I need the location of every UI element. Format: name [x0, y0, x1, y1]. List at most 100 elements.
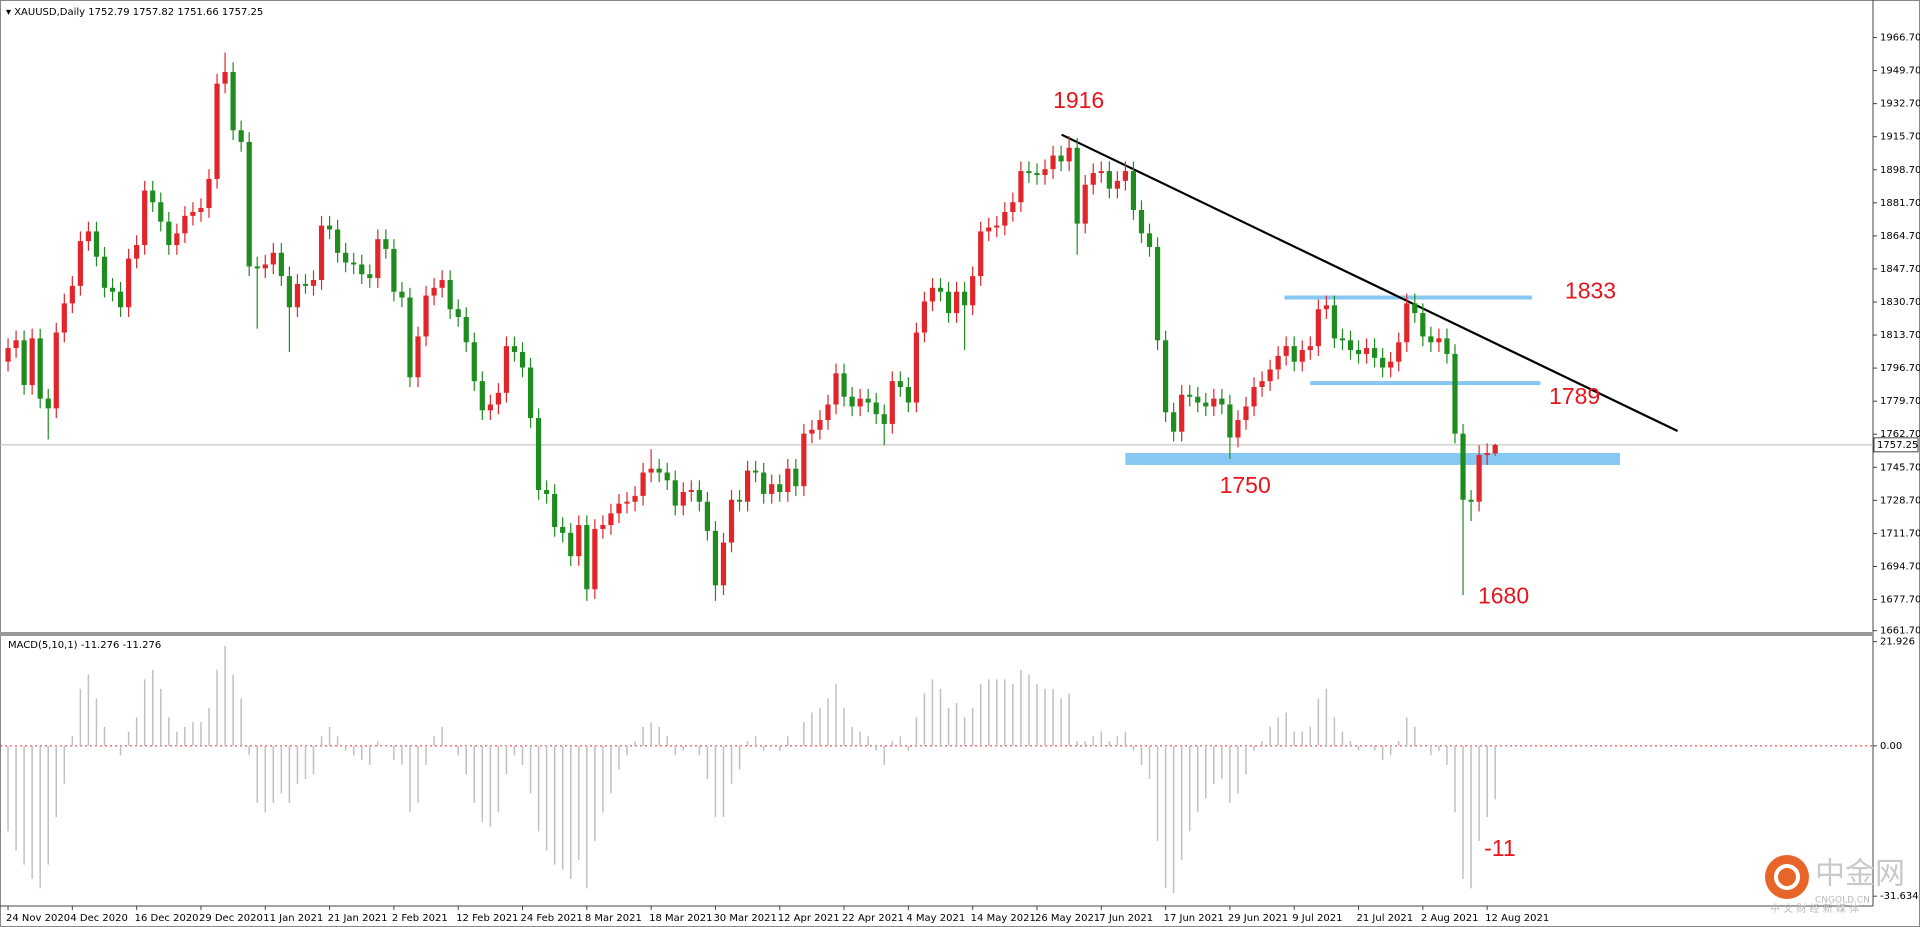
candle-body [1436, 338, 1442, 343]
x-tick-label: 22 Apr 2021 [842, 913, 904, 924]
candle-body [1235, 420, 1241, 438]
y-tick-label: 1813.70 [1880, 330, 1920, 341]
candle-body [1163, 340, 1169, 413]
candle-body [238, 130, 244, 142]
candle-body [1211, 398, 1217, 407]
candle-body [222, 71, 228, 84]
candle-body [294, 283, 301, 308]
watermark-site: CNGOLD.CN [1815, 896, 1870, 906]
candle-body [447, 280, 453, 310]
candle-body [1034, 173, 1040, 176]
candle-body [182, 215, 188, 234]
candle-body [929, 287, 936, 302]
candle-body [1154, 246, 1161, 341]
candle-body [833, 373, 839, 405]
trendline [1061, 133, 1679, 433]
x-tick-label: 24 Nov 2020 [6, 913, 70, 924]
candle-body [841, 373, 847, 397]
candle-body [656, 468, 662, 473]
logo-mark [1774, 864, 1800, 890]
macd-value: -11.276 [123, 640, 162, 651]
candle-body [761, 472, 767, 494]
candle-body [1388, 361, 1394, 368]
candle-body [359, 264, 365, 275]
annotation: 1916 [1053, 87, 1104, 113]
candle-body [600, 525, 606, 529]
candle-body [865, 398, 871, 403]
header-high: 1757.82 [133, 7, 174, 18]
candle-body [174, 233, 180, 246]
candle-body [921, 301, 928, 333]
candle-body [1315, 309, 1321, 347]
candle-body [986, 227, 992, 232]
candle-body [1058, 155, 1064, 162]
y-tick-label: 1779.70 [1880, 396, 1920, 407]
candle-body [953, 291, 960, 314]
candle-body [45, 398, 51, 409]
x-tick-label: 4 Dec 2020 [70, 913, 128, 924]
candle-body [278, 252, 284, 277]
x-tick-label: 17 Jun 2021 [1164, 913, 1224, 924]
candle-body [166, 221, 172, 246]
y-tick-label: 1711.70 [1880, 528, 1920, 539]
candle-body [1010, 202, 1016, 212]
y-tick-label: 1830.70 [1880, 297, 1920, 308]
candle-body [150, 190, 156, 203]
candle-body [399, 291, 405, 298]
candle-body [785, 468, 791, 492]
candle-body [126, 258, 132, 308]
x-tick-label: 29 Dec 2020 [199, 913, 263, 924]
candle-body [1106, 171, 1112, 189]
candle-body [439, 280, 445, 288]
candle-body [1187, 394, 1193, 397]
candle-body [793, 468, 799, 487]
candle-body [326, 225, 333, 230]
candle-body [568, 532, 574, 557]
candle-body [1138, 210, 1145, 234]
price-label-box [1873, 437, 1919, 453]
candle-body [1363, 348, 1370, 354]
candle-body [142, 190, 148, 246]
candle-body [1259, 381, 1265, 387]
candle-body [544, 490, 550, 494]
candle-body [801, 433, 807, 487]
macd-value: -11.276 [81, 640, 120, 651]
candle-body [77, 241, 83, 286]
candle-body [375, 239, 381, 279]
candle-body [61, 303, 67, 333]
candle-body [1444, 338, 1450, 354]
y-tick-label: 1728.70 [1880, 495, 1920, 506]
candle-body [383, 239, 389, 249]
watermark: 中金网 CNGOLD.CN 中 文 财 经 新 媒 体 [1765, 855, 1905, 915]
candle-body [608, 513, 614, 526]
candle-body [254, 266, 260, 269]
candle-body [1179, 394, 1185, 432]
candle-body [286, 276, 292, 308]
x-tick-label: 2 Feb 2021 [392, 913, 448, 924]
candle-body [616, 503, 622, 514]
candle-body [1492, 444, 1498, 454]
candle-body [1299, 350, 1305, 362]
x-tick-label: 4 May 2021 [906, 913, 965, 924]
candle-body [101, 256, 108, 288]
candle-body [728, 499, 735, 543]
candle-body [1291, 346, 1297, 362]
y-tick-label: 0.00 [1880, 741, 1902, 752]
x-tick-label: 8 Mar 2021 [585, 913, 642, 924]
candle-body [479, 381, 485, 411]
candle-body [1372, 348, 1378, 358]
candle-body [1452, 353, 1458, 434]
candle-body [519, 351, 526, 368]
candle-body [881, 414, 887, 424]
candle-body [431, 287, 437, 296]
candle-body [905, 386, 911, 403]
x-tick-label: 7 Jun 2021 [1099, 913, 1153, 924]
candle-body [680, 491, 686, 506]
candle-body [198, 208, 204, 212]
y-tick-label: 1745.70 [1880, 462, 1920, 473]
candle-body [246, 141, 252, 267]
candle-body [688, 490, 694, 492]
candle-body [720, 542, 727, 586]
candle-body [1331, 305, 1338, 339]
logo [1765, 855, 1809, 899]
